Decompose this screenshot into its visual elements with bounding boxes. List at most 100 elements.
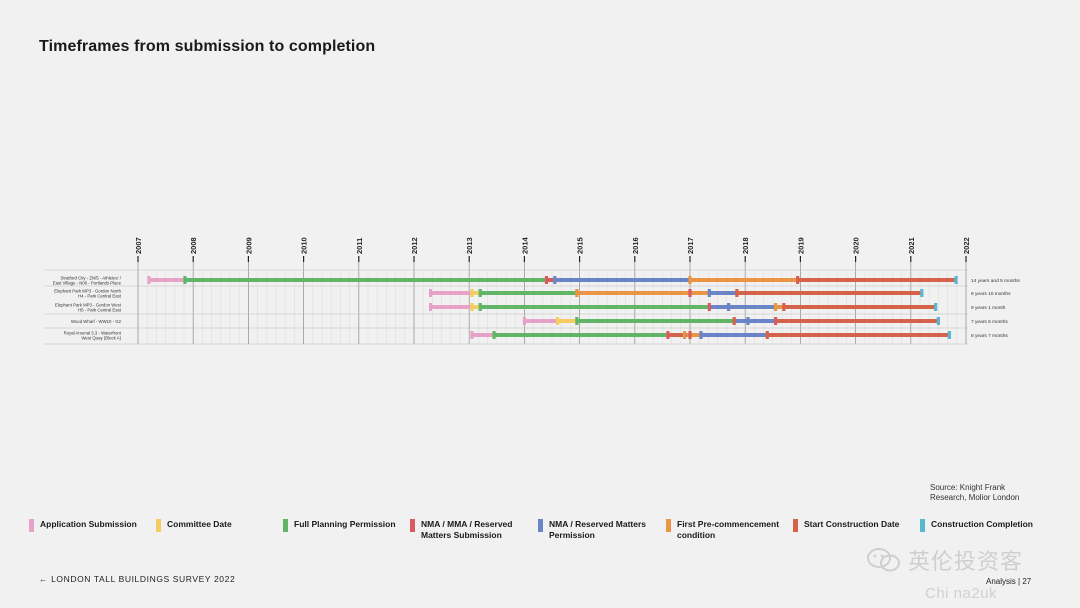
milestone-start: [782, 303, 786, 311]
milestone-app: [428, 289, 433, 297]
timeline-segment-nma: [546, 278, 555, 282]
timeline-segment-nmap: [734, 319, 776, 323]
timeline-segment-precomm: [687, 333, 702, 337]
timeline-segment-app: [471, 333, 495, 337]
timeline-segment-app: [149, 278, 185, 282]
source-line-2: Research, Molior London: [930, 493, 1020, 502]
legend-item-complete: Construction Completion: [920, 519, 1046, 532]
year-label: 2012: [410, 237, 419, 254]
timeline-segment-start: [667, 333, 688, 337]
timeline-segment-precomm: [690, 278, 798, 282]
duration-label: 8 years 7 months: [971, 333, 1008, 339]
milestone-nma: [544, 276, 549, 284]
milestone-app: [147, 276, 151, 284]
year-label: 2007: [134, 237, 143, 254]
timeline-segment-start: [797, 278, 955, 282]
legend-label: First Pre-commencement condition: [677, 519, 780, 540]
year-label: 2019: [796, 237, 805, 254]
year-label: 2013: [465, 237, 474, 254]
gantt-chart: 2007 2008 2009 2010 2011 2012 2013 2014 2015 2016…: [44, 236, 1021, 345]
row-label: West Quay (Block A): [81, 336, 121, 341]
milestone-committee: [555, 317, 560, 325]
green-swatch: [283, 519, 288, 532]
year-label: 2020: [852, 237, 861, 254]
row-label: H4 - Park Central East: [78, 294, 122, 299]
legend-item-committee: Committee Date: [156, 519, 282, 532]
row-label: H5 - Park Central East: [78, 308, 122, 313]
row-label: Elephant Park MP3 - Gordon West: [55, 302, 122, 307]
milestone-complete: [920, 289, 924, 297]
milestone-start: [735, 289, 739, 297]
legend-item-nma: NMA / MMA / Reserved Matters Submission: [410, 519, 531, 541]
timeline-segment-app: [430, 305, 472, 309]
duration-label: 9 years 1 month: [971, 305, 1006, 311]
duration-label: 7 years 6 months: [971, 319, 1008, 325]
year-label: 2008: [189, 237, 198, 254]
milestone-start: [732, 317, 736, 325]
blue-swatch: [538, 519, 543, 532]
timeline-segment-fpp: [480, 291, 577, 295]
legend-item-precomm: First Pre-commencement condition: [666, 519, 792, 541]
timeline-segment-committee: [471, 305, 481, 309]
cyan-swatch: [920, 519, 925, 532]
milestone-nma: [666, 331, 670, 339]
year-label: 2011: [355, 238, 364, 254]
orange-swatch: [666, 519, 671, 532]
milestone-fpp: [478, 289, 482, 297]
milestone-app: [522, 317, 526, 325]
milestone-nma: [688, 289, 692, 297]
milestone-complete: [936, 317, 940, 325]
survey-footer[interactable]: ← LONDON TALL BUILDINGS SURVEY 2022: [39, 574, 235, 584]
milestone-start: [796, 276, 800, 284]
row-label: Elephant Park MP3 - Gordon North: [54, 288, 121, 293]
milestone-nmap: [699, 331, 703, 339]
year-label: 2018: [741, 237, 750, 254]
duration-label: 8 years 10 months: [971, 291, 1011, 297]
milestone-complete: [954, 276, 958, 284]
timeline-segment-start: [736, 291, 922, 295]
milestone-fpp: [183, 276, 187, 284]
pink-swatch: [29, 519, 34, 532]
timeline-row: Stratford City - ZN/5 - Athletes' /East …: [53, 275, 1021, 285]
legend-item-nmap: NMA / Reserved Matters Permission: [538, 519, 664, 541]
page-title: Timeframes from submission to completion: [39, 38, 376, 55]
timeline-segment-fpp: [576, 319, 735, 323]
legend: Application Submission Committee Date Full…: [29, 519, 1059, 551]
year-label: 2021: [907, 237, 916, 254]
milestone-complete: [947, 331, 952, 339]
year-label: 2017: [686, 237, 695, 254]
year-label: 2009: [244, 237, 253, 254]
year-label: 2022: [962, 237, 971, 254]
timeline-segment-precomm: [576, 291, 710, 295]
milestone-start: [765, 331, 769, 339]
milestone-start: [688, 331, 692, 339]
milestone-fpp: [478, 303, 482, 311]
legend-item-app: Application Submission: [29, 519, 155, 532]
milestone-nma: [773, 317, 778, 325]
legend-label: Committee Date: [167, 519, 232, 529]
timeline-segment-fpp: [480, 305, 710, 309]
milestone-precomm: [688, 276, 692, 284]
year-label: 2010: [300, 237, 309, 254]
timeline-segment-app: [524, 319, 558, 323]
milestone-precomm: [682, 331, 687, 339]
timeline-segment-app: [430, 291, 472, 295]
milestone-fpp: [575, 317, 579, 325]
row-label: Wood Wharf - WW10 - G2: [71, 319, 122, 324]
timeline-segment-nmap: [701, 333, 768, 337]
milestone-precomm: [575, 289, 579, 297]
row-label: East Village - N06 - Portlands Place: [53, 281, 122, 286]
timeline-segment-nmap: [554, 278, 690, 282]
milestone-app: [470, 331, 474, 339]
milestone-nma: [707, 303, 711, 311]
timeline-segment-fpp: [184, 278, 547, 282]
milestone-committee: [470, 303, 474, 311]
timeline-row: Wood Wharf - WW10 - G2 7 years 6 months: [71, 317, 1008, 325]
legend-label: Application Submission: [40, 519, 137, 529]
milestone-precomm: [773, 303, 778, 311]
source-note: Source: Knight Frank Research, Molior Lo…: [930, 483, 1019, 503]
source-line-1: Source: Knight Frank: [930, 483, 1006, 492]
row-label: Royal Arsenal 3.3 - Waterfront: [64, 330, 122, 335]
timeline-segment-committee: [471, 291, 481, 295]
